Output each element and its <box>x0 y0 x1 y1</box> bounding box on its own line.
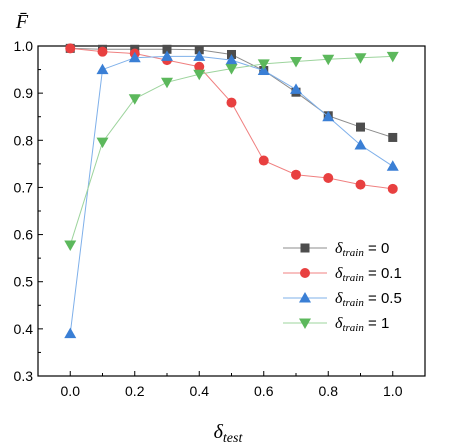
y-tick-label: 0.4 <box>14 321 34 337</box>
legend-marker <box>300 268 310 278</box>
y-tick-label: 1.0 <box>14 38 34 54</box>
x-tick-label: 0.4 <box>190 383 210 399</box>
legend-label: δtrain = 0.1 <box>335 265 402 284</box>
data-point <box>194 45 204 55</box>
x-axis-label: δtest <box>214 421 244 444</box>
data-point <box>354 139 367 150</box>
data-point <box>193 50 206 61</box>
y-tick-label: 0.8 <box>14 132 34 148</box>
data-point <box>354 53 367 64</box>
data-point <box>322 110 335 122</box>
data-point <box>225 64 238 75</box>
legend-label: δtrain = 1 <box>335 315 389 334</box>
data-point <box>355 179 366 190</box>
data-point <box>96 137 109 149</box>
data-point <box>290 57 302 68</box>
legend-label: δtrain = 0 <box>335 240 389 259</box>
data-point <box>387 183 398 194</box>
x-axis-ticks: 0.0 0.2 0.4 0.6 0.8 1.0 <box>61 371 403 399</box>
series-3 <box>64 51 399 251</box>
data-point <box>96 63 109 75</box>
data-point <box>128 51 141 63</box>
data-point <box>194 61 205 72</box>
data-point <box>386 51 399 63</box>
data-point <box>64 327 77 339</box>
x-tick-label: 0.2 <box>125 383 145 399</box>
legend-marker <box>300 243 310 253</box>
data-point <box>128 94 141 105</box>
series-line <box>69 55 393 246</box>
data-point <box>322 54 335 66</box>
y-tick-label: 0.9 <box>14 85 34 101</box>
legend-marker <box>299 318 311 329</box>
data-point <box>291 169 301 180</box>
x-tick-label: 0.8 <box>319 383 339 399</box>
data-point <box>65 43 76 54</box>
data-point <box>258 155 269 166</box>
legend-item: δtrain = 0.5 <box>283 290 402 309</box>
data-point <box>193 69 206 81</box>
x-tick-label: 0.0 <box>61 383 81 399</box>
legend-label: δtrain = 0.5 <box>335 290 402 309</box>
data-point <box>162 44 172 54</box>
data-point <box>161 50 173 61</box>
legend-item: δtrain = 1 <box>283 315 389 334</box>
legend: δtrain = 0 δtrain = 0.1 δtrain = 0.5 δtrain… <box>283 240 402 334</box>
data-point <box>388 132 398 142</box>
y-tick-label: 0.6 <box>14 227 34 243</box>
y-axis-ticks: 0.3 0.4 0.5 0.6 0.7 0.8 0.9 1.0 <box>14 38 43 384</box>
data-point <box>225 54 238 65</box>
data-point <box>226 97 237 108</box>
legend-item: δtrain = 0.1 <box>283 265 402 284</box>
data-point <box>323 173 334 183</box>
data-point <box>290 83 302 94</box>
y-tick-label: 0.5 <box>14 274 34 290</box>
series-2 <box>64 50 399 339</box>
legend-item: δtrain = 0 <box>283 240 389 259</box>
data-point <box>257 59 270 70</box>
y-tick-label: 0.3 <box>14 368 34 384</box>
data-point <box>356 122 365 132</box>
data-point <box>97 46 108 57</box>
series-layer <box>64 43 399 339</box>
x-tick-label: 1.0 <box>383 383 403 399</box>
legend-marker <box>299 292 311 303</box>
data-point <box>161 77 173 89</box>
y-axis-label: F̄ <box>15 11 29 33</box>
data-point <box>386 160 399 171</box>
series-1 <box>65 43 398 194</box>
x-tick-label: 0.6 <box>254 383 274 399</box>
y-tick-label: 0.7 <box>14 179 34 195</box>
data-point <box>64 240 77 251</box>
